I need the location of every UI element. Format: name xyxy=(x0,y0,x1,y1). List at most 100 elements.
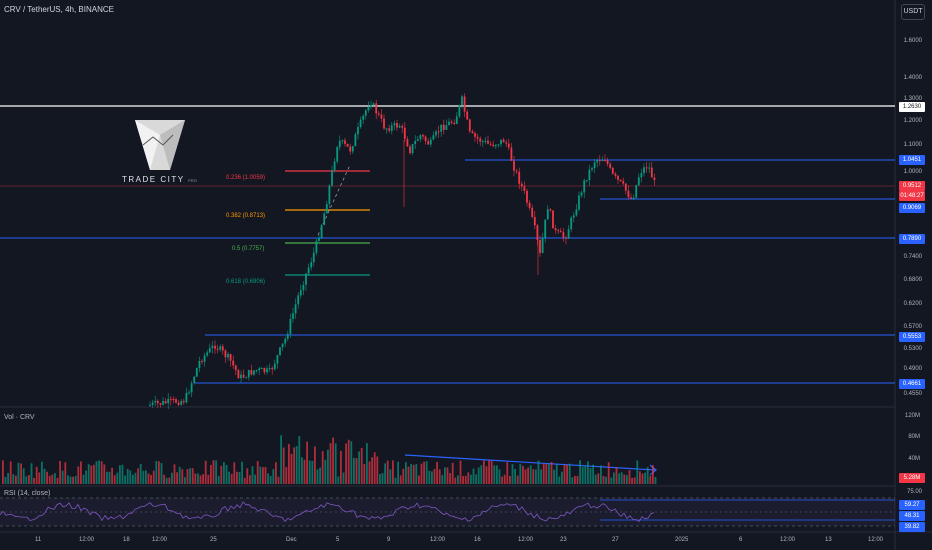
candle xyxy=(398,125,401,128)
volume-bar xyxy=(22,468,25,484)
volume-pane-title: Vol · CRV xyxy=(4,414,35,421)
candle xyxy=(554,228,557,231)
volume-bar xyxy=(194,473,197,484)
time-axis-label: 18 xyxy=(123,537,130,543)
volume-bar xyxy=(337,476,340,484)
fib-label-0382: 0.382 (0.8713) xyxy=(226,213,266,219)
time-axis-label: Dec xyxy=(286,537,297,543)
volume-bar xyxy=(467,472,470,484)
volume-bar xyxy=(610,477,613,484)
volume-bar xyxy=(132,474,134,484)
candle xyxy=(455,116,458,125)
candle xyxy=(242,374,245,378)
candle xyxy=(598,160,601,162)
candle xyxy=(632,197,635,199)
time-axis-label: 2025 xyxy=(675,537,689,543)
rsi-pane-title: RSI (14, close) xyxy=(4,490,51,497)
candle xyxy=(510,147,513,161)
candle xyxy=(565,237,567,239)
candle xyxy=(502,139,505,143)
volume-bar xyxy=(459,460,462,484)
symbol-title[interactable]: CRV / TetherUS, 4h, BINANCE xyxy=(4,5,114,14)
candle xyxy=(250,369,253,375)
volume-bar xyxy=(207,474,210,484)
volume-bar xyxy=(152,470,155,484)
volume-bar xyxy=(314,446,316,484)
candle xyxy=(513,160,515,171)
candle xyxy=(234,365,237,371)
candle xyxy=(461,96,463,106)
time-axis-label: 13 xyxy=(825,537,832,543)
volume-bar xyxy=(600,465,602,484)
volume-bar xyxy=(516,475,519,484)
volume-bar xyxy=(561,471,563,484)
volume-bar xyxy=(641,473,644,484)
volume-bar xyxy=(475,474,477,484)
volume-bar xyxy=(116,472,119,484)
currency-button[interactable]: USDT xyxy=(901,4,925,20)
volume-bar xyxy=(311,460,314,484)
volume-bar xyxy=(563,464,566,484)
volume-bar xyxy=(134,472,137,484)
volume-bar xyxy=(405,462,407,484)
volume-bar xyxy=(412,464,415,484)
candle xyxy=(528,202,531,208)
volume-bar xyxy=(124,475,126,484)
volume-bar xyxy=(129,470,132,484)
candle xyxy=(466,111,469,120)
volume-bar xyxy=(15,475,17,484)
candle xyxy=(299,290,302,296)
volume-bar xyxy=(186,469,189,484)
volume-bar xyxy=(59,460,61,484)
volume-bar xyxy=(295,446,298,484)
candle xyxy=(606,160,609,165)
candle xyxy=(539,239,541,253)
volume-bar xyxy=(444,467,446,484)
time-axis-label: 6 xyxy=(739,537,743,543)
candle xyxy=(182,400,185,403)
volume-bar xyxy=(431,471,433,484)
volume-bar xyxy=(418,475,420,484)
candle xyxy=(494,144,497,147)
volume-bar xyxy=(360,448,363,484)
volume-bar xyxy=(82,474,85,484)
volume-bar xyxy=(402,468,405,484)
volume-bar xyxy=(249,475,251,484)
candle xyxy=(640,173,643,178)
volume-bar xyxy=(327,449,329,484)
volume-bar xyxy=(319,467,321,484)
price-axis-label: 1.4000 xyxy=(903,75,922,81)
candle xyxy=(531,207,534,217)
candle xyxy=(653,177,656,181)
candle xyxy=(320,225,323,238)
candle xyxy=(333,161,336,171)
volume-bar xyxy=(210,464,212,484)
volume-bar xyxy=(501,476,503,484)
candle xyxy=(284,338,287,344)
volume-bar xyxy=(9,461,12,484)
volume-bar xyxy=(246,468,249,484)
volume-bar xyxy=(303,459,306,484)
price-axis-label: 1.1000 xyxy=(903,142,922,148)
candle xyxy=(416,139,419,141)
volume-bar xyxy=(329,443,332,484)
volume-bar xyxy=(558,476,561,484)
candle xyxy=(273,363,276,370)
candle xyxy=(221,346,224,351)
candle xyxy=(375,103,378,114)
candle xyxy=(396,123,398,128)
volume-bar xyxy=(225,464,228,484)
candle xyxy=(393,123,396,126)
volume-bar xyxy=(626,475,628,484)
candle xyxy=(151,402,154,405)
volume-bar xyxy=(74,475,77,484)
candle xyxy=(601,160,604,162)
volume-bar xyxy=(633,477,636,484)
volume-bar xyxy=(506,462,509,484)
volume-bar xyxy=(98,460,100,484)
volume-bar xyxy=(262,467,264,484)
volume-bar xyxy=(511,464,514,484)
volume-bar xyxy=(61,470,64,484)
candle xyxy=(245,377,248,379)
